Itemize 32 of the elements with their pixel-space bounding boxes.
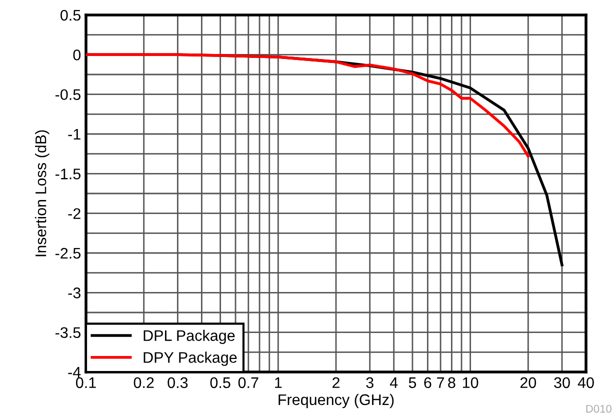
x-tick-label: 20 (520, 377, 536, 388)
x-tick-label: 0.2 (134, 377, 154, 388)
x-tick-label: 0.7 (238, 377, 258, 388)
x-tick-label: 3 (366, 377, 374, 388)
y-tick-label: -3 (68, 288, 80, 298)
x-tick-label: 0.3 (168, 377, 188, 388)
y-tick-label: -3.5 (55, 327, 80, 338)
legend-label: DPY Package (144, 352, 237, 366)
y-tick-label: -1.5 (55, 168, 80, 180)
x-tick-label: 8 (448, 377, 456, 388)
x-tick-label: 6 (424, 377, 432, 388)
legend-label: DPL Package (144, 330, 235, 344)
x-tick-label: 0.1 (76, 377, 96, 388)
x-tick-label: 4 (390, 377, 398, 388)
x-axis-title: Frequency (GHz) (278, 394, 394, 408)
x-tick-label: 40 (578, 377, 594, 388)
x-tick-label: 1 (275, 377, 282, 388)
x-tick-label: 30 (554, 377, 570, 388)
text: D010 (586, 404, 612, 413)
x-tick-label: 0.5 (210, 377, 230, 388)
y-tick-label: -2 (68, 208, 80, 219)
y-tick-label: 0 (73, 50, 81, 60)
x-tick-label: 2 (332, 377, 340, 388)
y-tick-label: -0.5 (55, 89, 80, 100)
x-tick-label: 10 (462, 377, 478, 388)
x-tick-label: 5 (408, 377, 416, 388)
y-tick-label: -2.5 (55, 248, 80, 259)
y-tick-label: -1 (68, 129, 80, 140)
x-tick-label: 7 (437, 377, 444, 388)
y-tick-label: -4 (68, 367, 81, 378)
y-axis-title: Insertion Loss (dB) (35, 130, 50, 256)
y-tick-label: 0.5 (60, 10, 80, 21)
